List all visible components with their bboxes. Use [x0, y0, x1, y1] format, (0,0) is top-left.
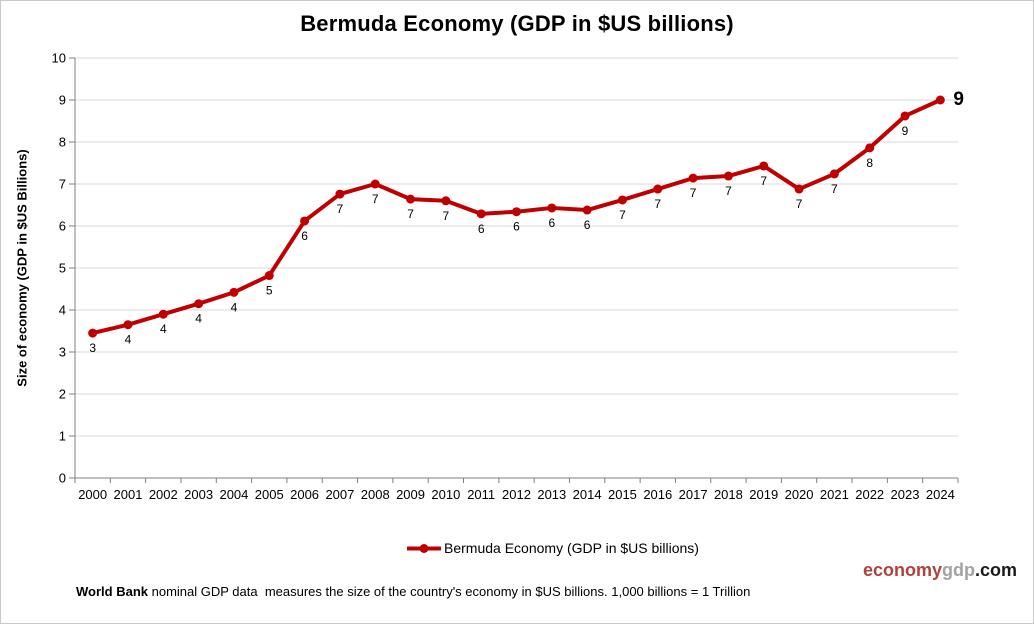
svg-text:2020: 2020 [785, 487, 814, 502]
svg-text:2009: 2009 [396, 487, 425, 502]
brand-gdp: gdp [941, 560, 975, 580]
data-labels: 3 4 4 4 4 5 6 7 7 7 7 6 6 6 6 7 7 7 7 7 7 7 8 9 9 [89, 89, 964, 355]
brand-economy: economy [862, 560, 942, 580]
svg-text:7: 7 [372, 192, 379, 206]
svg-text:2021: 2021 [820, 487, 849, 502]
svg-text:7: 7 [725, 184, 732, 198]
x-tick-labels: 2000 2001 2002 2003 2004 2005 2006 2007 2008 2009… [78, 487, 955, 502]
svg-text:6: 6 [478, 222, 485, 236]
svg-text:2018: 2018 [714, 487, 743, 502]
svg-text:2007: 2007 [325, 487, 354, 502]
svg-text:1: 1 [59, 429, 66, 444]
svg-text:6: 6 [59, 219, 66, 234]
svg-text:9: 9 [902, 124, 909, 138]
footnote-text: nominal GDP data measures the size of th… [148, 584, 751, 599]
legend: Bermuda Economy (GDP in $US billions) [37, 540, 1033, 556]
svg-text:4: 4 [231, 300, 238, 314]
svg-text:6: 6 [584, 218, 591, 232]
svg-text:2006: 2006 [290, 487, 319, 502]
svg-text:2019: 2019 [749, 487, 778, 502]
brand-com: .com [974, 560, 1017, 580]
y-tick-labels: 0 1 2 3 4 5 6 7 8 9 10 [52, 51, 66, 486]
data-points [88, 95, 945, 338]
brand-watermark: economygdp.com [863, 560, 1017, 581]
svg-text:9: 9 [953, 89, 964, 110]
svg-text:4: 4 [125, 333, 132, 347]
svg-text:0: 0 [59, 471, 66, 486]
svg-text:6: 6 [301, 229, 308, 243]
svg-text:3: 3 [89, 341, 96, 355]
svg-text:2008: 2008 [361, 487, 390, 502]
svg-text:2011: 2011 [467, 487, 495, 502]
svg-text:8: 8 [866, 156, 873, 170]
svg-text:7: 7 [407, 207, 414, 221]
svg-text:2017: 2017 [679, 487, 708, 502]
footnote: World Bank nominal GDP data measures the… [76, 584, 750, 599]
svg-text:5: 5 [266, 284, 273, 298]
svg-text:2012: 2012 [502, 487, 531, 502]
svg-text:6: 6 [548, 216, 555, 230]
svg-text:4: 4 [160, 322, 167, 336]
svg-text:4: 4 [195, 312, 202, 326]
svg-text:2024: 2024 [926, 487, 955, 502]
svg-text:2001: 2001 [114, 487, 143, 502]
svg-text:2: 2 [59, 387, 66, 402]
svg-text:3: 3 [59, 345, 66, 360]
svg-text:2013: 2013 [537, 487, 566, 502]
svg-text:2002: 2002 [149, 487, 178, 502]
legend-label: Bermuda Economy (GDP in $US billions) [444, 540, 699, 556]
svg-text:2014: 2014 [573, 487, 602, 502]
svg-text:7: 7 [654, 197, 661, 211]
svg-text:7: 7 [796, 197, 803, 211]
legend-line-marker-icon [407, 543, 442, 553]
svg-text:2003: 2003 [184, 487, 213, 502]
svg-text:4: 4 [59, 303, 66, 318]
svg-text:9: 9 [59, 93, 66, 108]
svg-text:8: 8 [59, 135, 66, 150]
chart-title: Bermuda Economy (GDP in $US billions) [300, 11, 734, 36]
svg-text:2004: 2004 [219, 487, 248, 502]
svg-text:6: 6 [513, 220, 520, 234]
svg-text:2022: 2022 [855, 487, 884, 502]
svg-text:7: 7 [831, 182, 838, 196]
svg-text:2023: 2023 [891, 487, 920, 502]
svg-text:10: 10 [52, 51, 66, 66]
gridlines [75, 57, 958, 437]
svg-text:7: 7 [760, 174, 767, 188]
svg-text:7: 7 [619, 208, 626, 222]
svg-text:7: 7 [443, 209, 450, 223]
svg-text:7: 7 [690, 186, 697, 200]
svg-text:5: 5 [59, 261, 66, 276]
footnote-lead: World Bank [76, 584, 148, 599]
svg-text:2015: 2015 [608, 487, 637, 502]
svg-text:2005: 2005 [255, 487, 284, 502]
data-line [90, 98, 943, 336]
svg-text:2016: 2016 [643, 487, 672, 502]
axis-ticks [69, 57, 959, 483]
svg-text:2010: 2010 [431, 487, 460, 502]
svg-text:7: 7 [59, 177, 66, 192]
svg-text:2000: 2000 [78, 487, 107, 502]
svg-text:7: 7 [337, 202, 344, 216]
